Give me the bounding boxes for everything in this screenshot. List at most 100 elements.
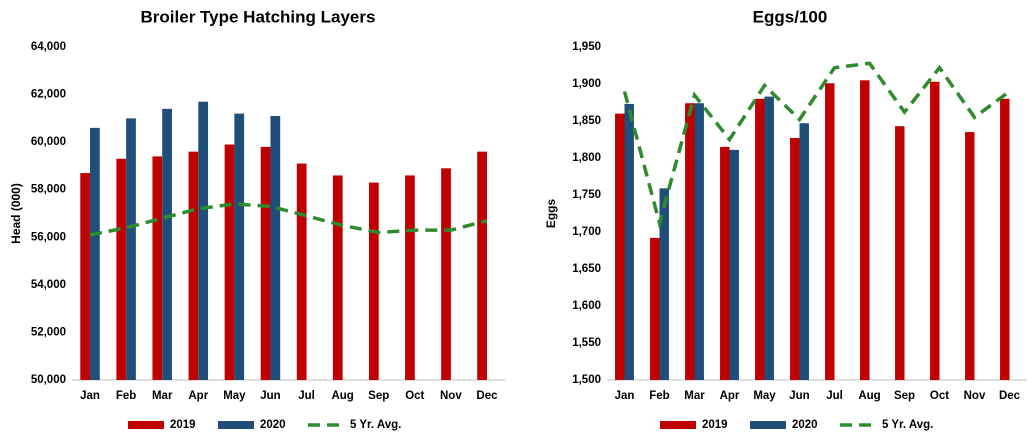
x-tick-label: May: [753, 390, 776, 402]
bar: [188, 151, 199, 380]
bar: [755, 98, 765, 381]
x-tick-label: Oct: [930, 390, 949, 402]
legend-label: 5 Yr. Avg.: [882, 419, 933, 431]
x-tick-label: Nov: [964, 390, 986, 402]
bar: [368, 182, 379, 380]
bar: [825, 83, 835, 380]
legend-swatch: [750, 421, 786, 429]
x-tick-label: Aug: [331, 390, 353, 402]
bar: [965, 132, 975, 380]
line: [622, 61, 1011, 230]
y-tick-label: 58,000: [31, 184, 66, 196]
y-tick-label: 1,850: [572, 115, 601, 127]
bar: [650, 237, 660, 380]
bar: [895, 126, 905, 381]
y-tick-label: 1,700: [572, 226, 601, 238]
x-tick-label: Dec: [476, 390, 498, 402]
bar: [860, 80, 870, 381]
legend-swatch: [218, 421, 254, 429]
chart-title: Broiler Type Hatching Layers: [141, 7, 376, 26]
bar: [234, 113, 245, 380]
y-tick-label: 54,000: [31, 279, 66, 291]
y-tick-label: 52,000: [31, 326, 66, 338]
y-tick-label: 1,750: [572, 189, 601, 201]
legend-swatch: [128, 421, 164, 429]
x-tick-label: Apr: [720, 390, 740, 402]
x-tick-label: Mar: [152, 390, 173, 402]
bar: [930, 81, 940, 380]
x-tick-label: Sep: [368, 390, 389, 402]
bar: [152, 156, 163, 380]
bar: [799, 123, 809, 380]
y-tick-label: 56,000: [31, 231, 66, 243]
bar: [694, 103, 704, 381]
x-tick-label: Jun: [789, 390, 809, 402]
x-tick-label: Jul: [298, 390, 315, 402]
x-tick-label: Dec: [999, 390, 1021, 402]
bar: [615, 113, 625, 380]
bar: [624, 103, 634, 380]
y-tick-label: 1,600: [572, 300, 601, 312]
y-tick-label: 1,950: [572, 41, 601, 53]
legend-label: 2020: [792, 419, 818, 431]
bar: [198, 101, 209, 380]
bar: [441, 168, 451, 380]
x-tick-label: Aug: [858, 390, 880, 402]
x-tick-label: Feb: [116, 390, 136, 402]
legend-label: 2019: [170, 419, 196, 431]
bar: [270, 115, 281, 380]
legend-swatch: [660, 421, 696, 429]
bar: [80, 173, 91, 380]
bar: [1000, 98, 1010, 381]
bar: [126, 118, 136, 380]
y-tick-label: 1,900: [572, 78, 601, 90]
bar: [729, 149, 739, 380]
chart-title: Eggs/100: [753, 7, 828, 26]
bar: [405, 175, 415, 380]
legend-label: 5 Yr. Avg.: [350, 419, 401, 431]
bar: [296, 163, 307, 380]
x-tick-label: Mar: [684, 390, 705, 402]
legend-label: 2020: [260, 419, 286, 431]
y-tick-label: 60,000: [31, 136, 66, 148]
y-axis-title: Eggs: [544, 199, 558, 229]
legend: 2019 2020 5 Yr. Avg.: [128, 419, 401, 431]
y-tick-label: 1,500: [572, 374, 601, 386]
x-tick-label: Oct: [405, 390, 424, 402]
y-tick-label: 50,000: [31, 374, 66, 386]
y-tick-label: 1,800: [572, 152, 601, 164]
bar: [720, 146, 730, 380]
bar: [659, 188, 669, 380]
x-tick-label: Nov: [440, 390, 462, 402]
bar: [224, 144, 235, 380]
x-tick-label: Jun: [260, 390, 280, 402]
x-tick-label: May: [223, 390, 246, 402]
bar: [90, 127, 100, 380]
bar: [764, 96, 774, 380]
x-tick-label: Feb: [649, 390, 669, 402]
chart: Broiler Type Hatching Layers Head (000) 50…: [9, 7, 505, 431]
y-tick-label: 1,650: [572, 263, 601, 275]
y-axis-title: Head (000): [9, 183, 23, 244]
x-tick-label: Jan: [615, 390, 635, 402]
bar: [162, 108, 172, 380]
bar: [116, 158, 127, 380]
bar: [477, 151, 487, 380]
bar: [260, 146, 271, 380]
chart: Eggs/100 Eggs 1,500 1,550 1,600 1,650 1,700 1,7…: [544, 7, 1027, 431]
x-tick-label: Sep: [894, 390, 915, 402]
y-tick-label: 64,000: [31, 41, 66, 53]
bar: [685, 103, 695, 381]
legend: 2019 2020 5 Yr. Avg.: [660, 419, 933, 431]
line: [89, 202, 488, 237]
legend-label: 2019: [702, 419, 728, 431]
y-tick-label: 1,550: [572, 337, 601, 349]
y-tick-label: 62,000: [31, 89, 66, 101]
x-tick-label: Jul: [826, 390, 843, 402]
bar: [332, 175, 343, 380]
x-tick-label: Apr: [188, 390, 208, 402]
bar: [790, 138, 800, 380]
x-tick-label: Jan: [80, 390, 100, 402]
